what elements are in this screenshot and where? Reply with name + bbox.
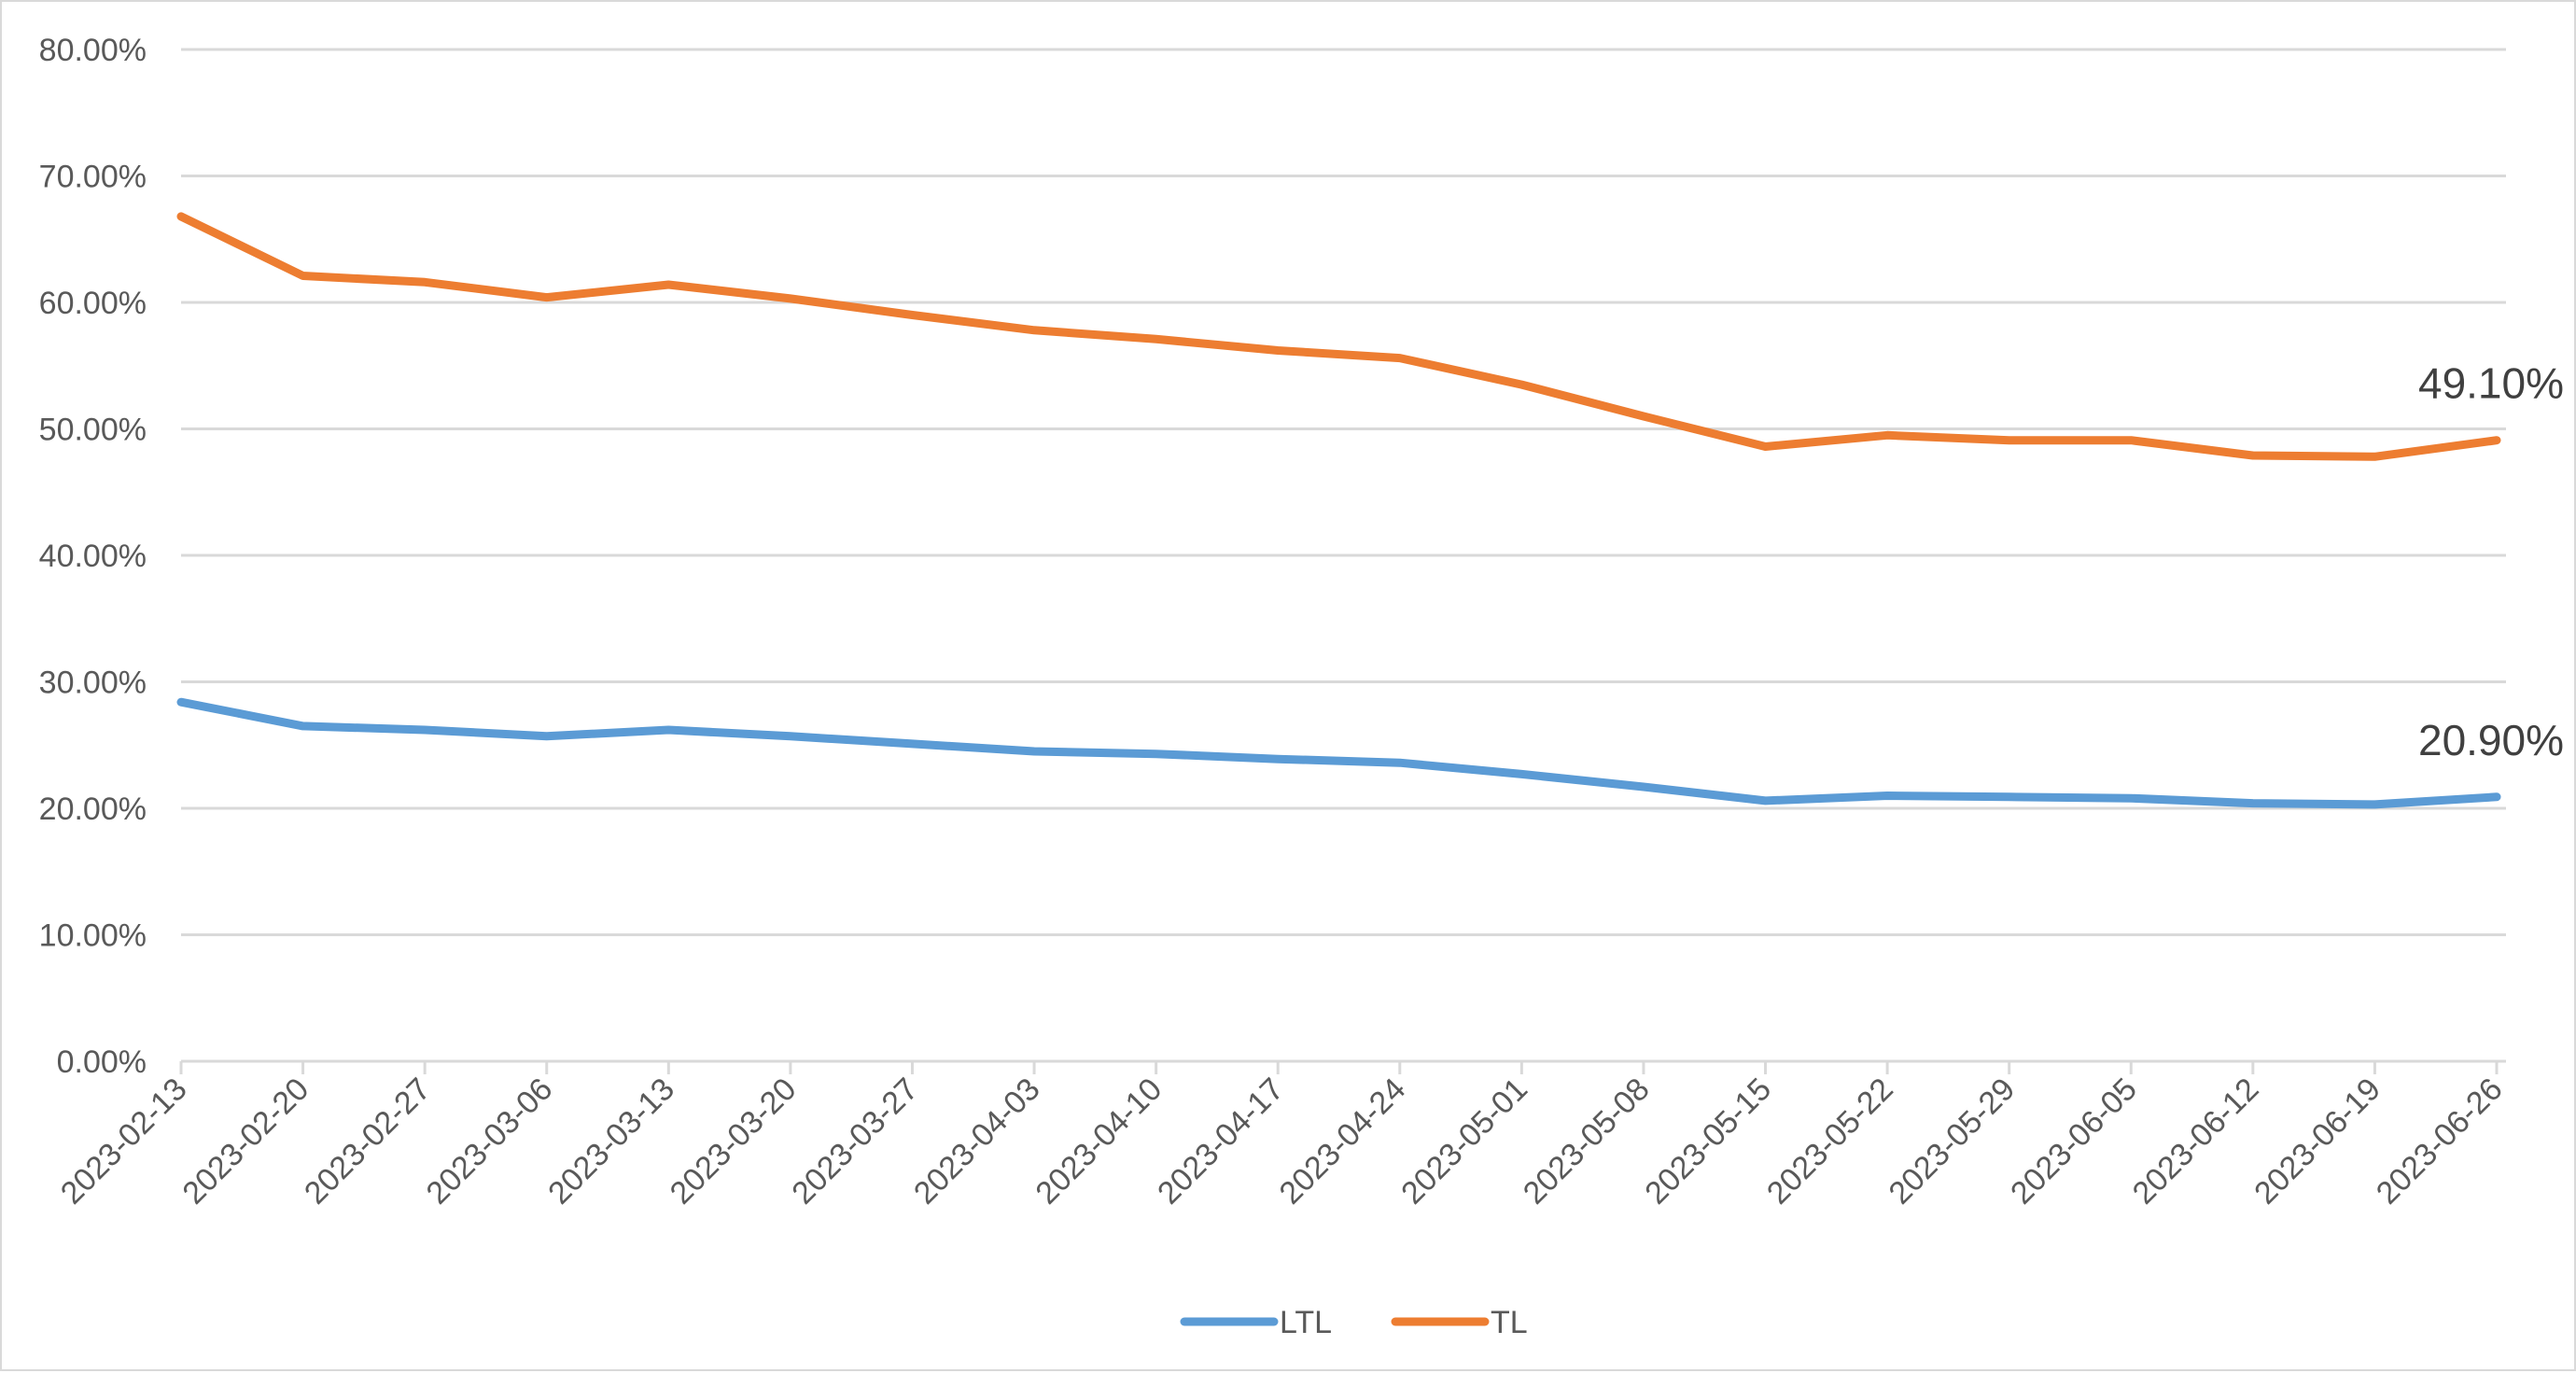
x-tick-label: 2023-02-13: [54, 1072, 194, 1212]
data-labels: 20.90% 49.10%: [2418, 359, 2564, 764]
x-tick-label: 2023-05-15: [1638, 1072, 1778, 1212]
y-tick-label: 0.00%: [57, 1044, 147, 1080]
x-axis: 2023-02-132023-02-202023-02-272023-03-06…: [54, 1061, 2510, 1212]
x-tick-label: 2023-03-06: [420, 1072, 560, 1212]
x-tick-label: 2023-06-12: [2126, 1072, 2266, 1212]
x-tick-label: 2023-02-27: [298, 1072, 438, 1212]
x-tick-label: 2023-03-20: [664, 1072, 804, 1212]
y-tick-label: 60.00%: [39, 286, 147, 321]
x-tick-label: 2023-06-26: [2370, 1072, 2510, 1212]
y-tick-label: 40.00%: [39, 539, 147, 574]
series-ltl-line: [176, 697, 2501, 809]
x-tick-label: 2023-02-20: [175, 1072, 315, 1212]
x-tick-label: 2023-04-03: [907, 1072, 1047, 1212]
legend-label-tl: TL: [1491, 1305, 1528, 1340]
y-tick-label: 50.00%: [39, 413, 147, 448]
x-tick-label: 2023-05-01: [1394, 1072, 1534, 1212]
x-tick-label: 2023-05-22: [1760, 1072, 1900, 1212]
x-tick-label: 2023-06-05: [2004, 1072, 2144, 1212]
series-lines: [176, 212, 2501, 809]
series-tl-line: [176, 212, 2501, 461]
x-tick-label: 2023-04-10: [1029, 1072, 1169, 1212]
x-tick-label: 2023-04-17: [1151, 1072, 1291, 1212]
x-tick-label: 2023-05-29: [1882, 1072, 2022, 1212]
x-tick-label: 2023-05-08: [1517, 1072, 1657, 1212]
x-tick-label: 2023-06-19: [2247, 1072, 2387, 1212]
x-tick-label: 2023-03-27: [785, 1072, 925, 1212]
legend: LTL TL: [1180, 1305, 1528, 1340]
data-label-ltl: 20.90%: [2418, 716, 2564, 764]
data-label-tl: 49.10%: [2418, 359, 2564, 408]
y-tick-label: 10.00%: [39, 918, 147, 954]
y-tick-label: 80.00%: [39, 33, 147, 68]
x-tick-label: 2023-04-24: [1273, 1072, 1413, 1212]
y-tick-label: 20.00%: [39, 792, 147, 827]
y-axis-labels: 0.00% 10.00% 20.00% 30.00% 40.00% 50.00% 60.00…: [39, 33, 147, 1080]
y-tick-label: 70.00%: [39, 160, 147, 195]
x-tick-label: 2023-03-13: [541, 1072, 681, 1212]
gridlines: [181, 48, 2506, 1063]
y-tick-label: 30.00%: [39, 665, 147, 701]
legend-label-ltl: LTL: [1280, 1305, 1332, 1340]
